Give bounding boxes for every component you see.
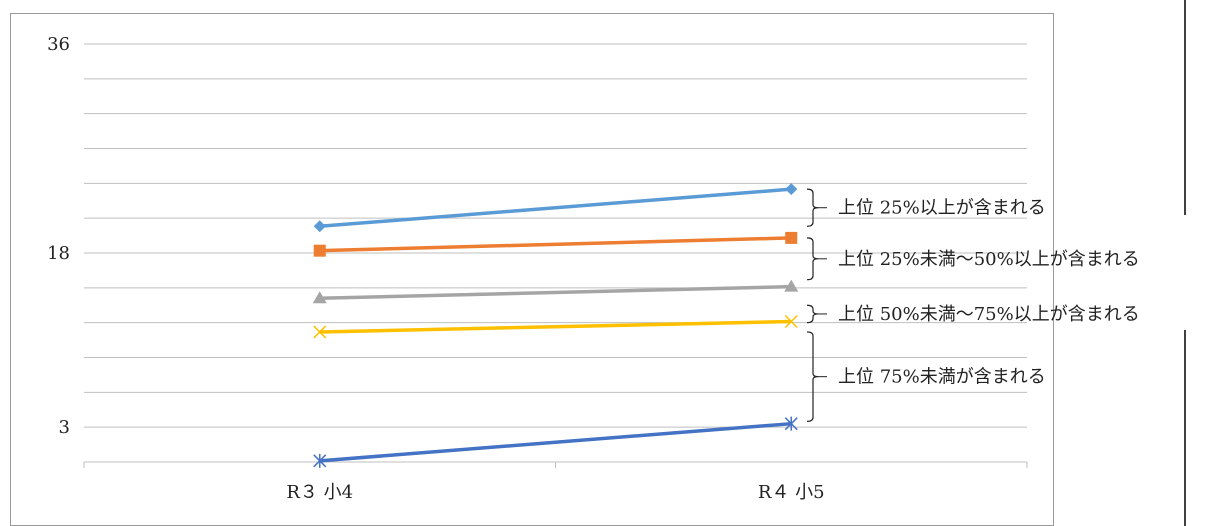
x-category-label: R３ 小4	[286, 482, 353, 503]
annotation-label: 上位 50%未満～75%以上が含まれる	[838, 304, 1140, 325]
data-point-square	[785, 232, 797, 244]
data-point-square	[314, 245, 326, 257]
x-category-label: R４ 小5	[758, 482, 825, 503]
annotation-label: 上位 25%以上が含まれる	[838, 198, 1046, 219]
annotation-label: 上位 75%未満が含まれる	[838, 367, 1046, 388]
y-tick-label: 36	[47, 34, 70, 55]
annotation-label: 上位 25%未満～50%以上が含まれる	[838, 249, 1140, 270]
y-tick-label: 3	[59, 417, 70, 438]
y-tick-label: 18	[47, 243, 70, 264]
